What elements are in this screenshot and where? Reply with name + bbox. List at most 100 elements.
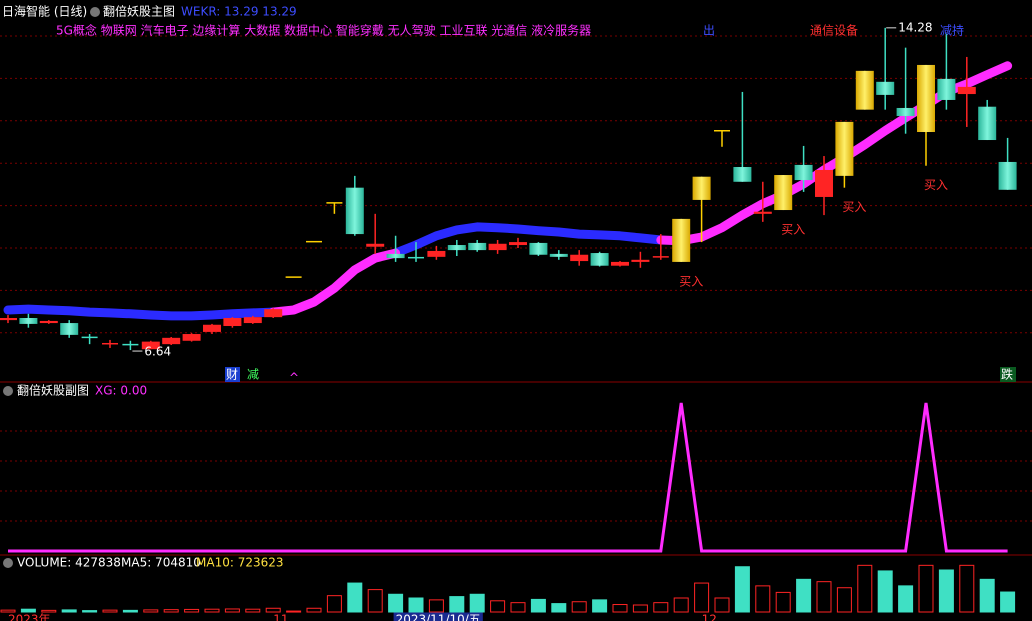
candle-body (937, 78, 956, 100)
candle-body (203, 324, 221, 332)
volume-bar (694, 582, 710, 613)
volume-bar (1000, 591, 1016, 613)
volume-bar (0, 609, 16, 613)
candle-body (815, 169, 833, 197)
volume-bar (816, 581, 832, 613)
candle-body (223, 318, 242, 327)
volume-bar (449, 596, 465, 613)
annotation: 出 (703, 24, 715, 38)
volume-bar (571, 601, 587, 613)
volume-bar (245, 608, 261, 613)
volume-bar (428, 599, 444, 613)
buy-signal: 买入 (924, 178, 948, 192)
volume-bar (306, 607, 322, 613)
volume-bar (714, 597, 730, 613)
volume-bar (143, 609, 159, 613)
volume-bar (551, 603, 567, 613)
candle-body (60, 323, 79, 335)
marker: 减 (247, 368, 259, 382)
candle-body (692, 176, 711, 200)
volume-bar (122, 609, 138, 613)
candle-body (19, 318, 38, 324)
volume-bar (61, 609, 77, 613)
marker-box (225, 367, 240, 382)
candle-body (570, 254, 589, 262)
candle-body (243, 317, 262, 324)
volume-bar (673, 597, 689, 613)
candle-body (672, 218, 691, 262)
menu-icon[interactable] (90, 7, 100, 17)
xg-line (8, 402, 1008, 553)
volume-bar (510, 602, 526, 613)
candle-body (141, 341, 160, 350)
marker: ^ (289, 371, 299, 385)
candle-body (733, 167, 752, 182)
volume-bar (898, 585, 914, 613)
candle-body (957, 86, 976, 95)
volume-bar (775, 591, 791, 613)
buy-signal: 买入 (679, 274, 703, 288)
volume-bar (163, 609, 179, 613)
candle-body (386, 253, 405, 259)
candle-body (896, 107, 915, 116)
volume-bar (102, 609, 118, 613)
candle-body (978, 106, 997, 141)
candle-body (529, 242, 548, 255)
volume-bar (388, 593, 404, 613)
candle-body (631, 259, 650, 262)
sub-panel (8, 402, 1008, 553)
candle-body (39, 320, 58, 324)
volume-ma10: MA10: 723623 (196, 556, 284, 570)
volume-bar (469, 593, 485, 613)
grid (0, 35, 1032, 522)
candle-body (590, 253, 609, 266)
candle-body (162, 337, 181, 345)
marker: 财 (226, 368, 238, 382)
indicator-text: WEKR: 13.29 13.29 (181, 5, 297, 19)
x-tick-label: 12 (702, 613, 717, 621)
volume-bar (592, 599, 608, 613)
marker-box (1000, 367, 1016, 382)
volume-bar (734, 566, 750, 613)
marker: 跌 (1001, 367, 1013, 382)
volume-bar (877, 570, 893, 613)
x-tick-label: 11 (273, 613, 288, 621)
menu-icon[interactable] (3, 386, 13, 396)
volume-bar (653, 602, 669, 613)
volume-ma5: MA5: 704810 (121, 556, 201, 570)
volume-bar (959, 564, 975, 613)
main-title: 翻倍妖股主图 (103, 4, 175, 19)
volume-bar (82, 610, 98, 613)
volume-panel (0, 564, 1016, 613)
annotation: 通信设备 (810, 24, 858, 38)
candle-body (998, 161, 1017, 190)
candle-body (855, 70, 874, 110)
candle-body (835, 121, 854, 176)
buy-signal: 买入 (842, 200, 866, 214)
volume-bar (490, 600, 506, 613)
volume-bar (347, 582, 363, 613)
volume-bar (184, 608, 200, 613)
volume-bar (286, 610, 302, 613)
menu-icon[interactable] (3, 558, 13, 568)
volume-bar (326, 595, 342, 613)
candle-body (794, 164, 813, 181)
trend-line (268, 248, 401, 317)
trend-line (391, 222, 666, 258)
candle-body (182, 334, 201, 341)
sub-title: 翻倍妖股副图 (17, 383, 89, 398)
candles (0, 27, 1017, 351)
volume-bar (41, 609, 57, 613)
candle-body (488, 243, 507, 251)
low-label: 6.64 (144, 345, 171, 359)
volume-bar (918, 564, 934, 613)
candle-body (0, 318, 17, 321)
volume-bar (632, 604, 648, 613)
volume-bar (836, 587, 852, 613)
candle-body (753, 211, 772, 214)
sub-legend: XG: 0.00 (95, 384, 147, 398)
volume-bar (530, 598, 546, 613)
